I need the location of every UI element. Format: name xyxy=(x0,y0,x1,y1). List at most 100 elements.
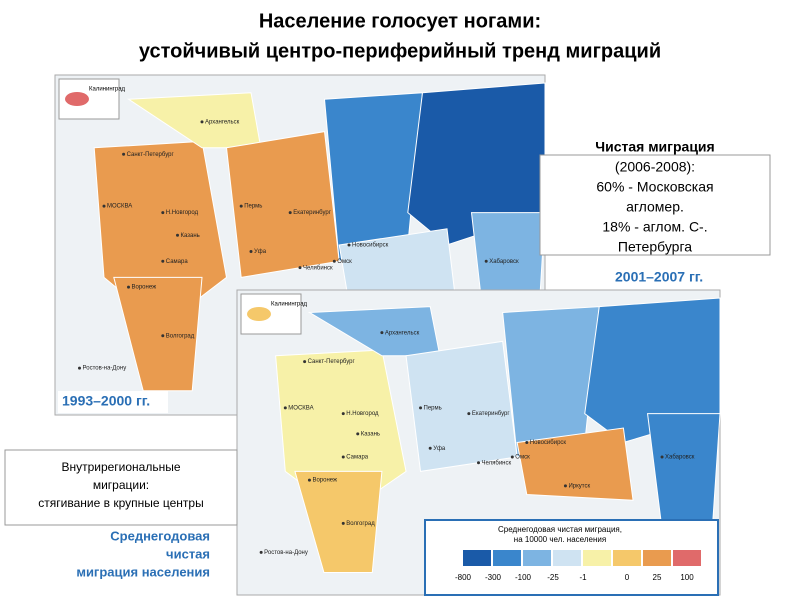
city-dot xyxy=(484,259,488,263)
period-bg xyxy=(58,391,168,413)
inset-region xyxy=(65,92,89,106)
legend-title: на 10000 чел. населения xyxy=(514,535,606,544)
city-label: Иркутск xyxy=(568,483,590,489)
city-label: Хабаровск xyxy=(665,455,695,461)
legend-swatch xyxy=(493,550,521,566)
legend-swatch xyxy=(463,550,491,566)
net-box xyxy=(539,154,771,256)
legend-swatch xyxy=(553,550,581,566)
city-label: Уфа xyxy=(254,249,267,255)
city-dot xyxy=(332,259,336,263)
period-label: 1993–2000 гг. xyxy=(62,393,150,409)
region xyxy=(113,276,203,392)
city-label: Самара xyxy=(346,455,369,461)
city-label: Воронеж xyxy=(312,478,337,484)
city-dot xyxy=(161,334,165,338)
city-dot xyxy=(122,152,126,156)
intra-text: миграции: xyxy=(93,478,149,492)
map: Калининград Санкт-Петербург Архангельск МОС… xyxy=(54,74,546,416)
city-label: Пермь xyxy=(424,405,442,411)
city-label: Новосибирск xyxy=(530,440,567,446)
city-dot xyxy=(428,446,432,450)
city-dot xyxy=(510,455,514,459)
legend-title: Среднегодовая чистая миграция, xyxy=(498,525,622,534)
title: Население голосует ногами: xyxy=(259,10,541,32)
city-label: Архангельск xyxy=(205,119,240,125)
city-label: Ростов-на-Дону xyxy=(264,550,308,556)
city-label: Челябинск xyxy=(482,460,512,466)
city-label: Архангельск xyxy=(385,330,420,336)
city-dot xyxy=(525,441,529,444)
city-dot xyxy=(356,432,360,436)
city-dot xyxy=(239,204,243,208)
city-dot xyxy=(419,406,423,410)
city-dot xyxy=(341,455,345,459)
net-text: (2006-2008): xyxy=(615,159,695,175)
city-label: Казань xyxy=(181,233,200,239)
city-label: МОСКВА xyxy=(107,204,132,210)
intra-box xyxy=(4,449,238,526)
legend-swatch xyxy=(673,550,701,566)
city-label: Пермь xyxy=(244,204,262,210)
city-label: Н.Новгород xyxy=(166,210,199,216)
legend-label: 100 xyxy=(680,573,694,582)
city-dot xyxy=(563,484,567,488)
legend-label: -300 xyxy=(485,573,502,582)
city-label: Волгоград xyxy=(166,333,195,339)
caption-text: Среднегодовая xyxy=(110,528,210,543)
city-dot xyxy=(249,249,253,253)
city-label: Ростов-на-Дону xyxy=(83,366,127,372)
net-text: агломер. xyxy=(626,199,684,215)
inset-label: Калининград xyxy=(271,302,308,308)
city-dot xyxy=(341,521,345,525)
city-dot xyxy=(380,331,384,335)
legend-label: -100 xyxy=(515,573,532,582)
city-dot xyxy=(259,550,263,554)
legend-swatch xyxy=(523,550,551,566)
city-dot xyxy=(161,211,165,215)
legend-label: -1 xyxy=(579,573,587,582)
city-label: Екатеринбург xyxy=(293,210,332,216)
city-label: Челябинск xyxy=(303,265,333,271)
period-bg xyxy=(611,267,721,289)
city-dot xyxy=(467,412,471,416)
city-dot xyxy=(288,211,292,215)
city-dot xyxy=(102,204,106,208)
city-label: Самара xyxy=(166,259,189,265)
city-dot xyxy=(127,285,130,289)
inset-region xyxy=(247,307,271,321)
city-label: Хабаровск xyxy=(489,259,519,265)
region xyxy=(294,470,383,574)
city-label: Н.Новгород xyxy=(346,411,379,417)
net-text: Чистая миграция xyxy=(595,139,714,155)
city-label: Санкт-Петербург xyxy=(127,152,175,158)
legend-swatch xyxy=(643,550,671,566)
city-dot xyxy=(283,406,287,410)
city-dot xyxy=(341,412,345,416)
net-text: Петербурга xyxy=(618,239,692,255)
city-dot xyxy=(347,243,351,247)
city-label: МОСКВА xyxy=(288,405,313,411)
caption-text: чистая xyxy=(166,546,210,561)
legend-label: -25 xyxy=(547,573,559,582)
city-label: Уфа xyxy=(433,446,446,452)
period-label: 2001–2007 гг. xyxy=(615,269,703,285)
city-dot xyxy=(200,120,204,124)
city-dot xyxy=(176,233,179,237)
city-label: Омск xyxy=(515,455,530,461)
city-label: Санкт-Петербург xyxy=(308,359,356,365)
intra-text: стягивание в крупные центры xyxy=(38,496,203,510)
city-label: Волгоград xyxy=(346,521,375,527)
city-dot xyxy=(298,266,302,270)
net-text: 60% - Московская xyxy=(596,179,713,195)
caption-text: миграция населения xyxy=(76,564,210,579)
city-dot xyxy=(477,461,480,465)
city-label: Екатеринбург xyxy=(472,411,511,417)
legend-label: 25 xyxy=(653,573,662,582)
city-label: Воронеж xyxy=(132,285,157,291)
inset-label: Калининград xyxy=(89,87,126,93)
net-text: 18% - аглом. С-. xyxy=(602,219,707,235)
city-dot xyxy=(303,360,307,364)
city-label: Новосибирск xyxy=(352,243,389,249)
